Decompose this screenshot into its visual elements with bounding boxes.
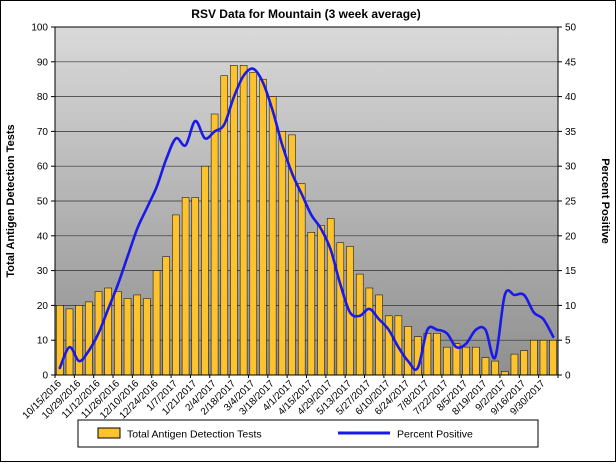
bar (191, 197, 199, 376)
y-right-tick-label: 25 (565, 197, 577, 208)
y-left-tick-label: 50 (37, 197, 49, 208)
y-right-tick-label: 30 (565, 162, 577, 173)
y-right-tick-label: 5 (565, 336, 571, 347)
bar (65, 308, 74, 376)
axis-tick-labels-group: 0 0 10 5 20 10 30 15 40 20 50 25 60 30 70 35 80 40 90 45 100… (31, 23, 576, 382)
bar (181, 197, 190, 376)
y-left-tick-label: 30 (37, 266, 49, 277)
y-left-tick-label: 100 (31, 23, 48, 34)
y-right-tick-label: 50 (565, 23, 577, 34)
legend-bar-swatch-icon (97, 427, 121, 439)
bar (355, 273, 364, 376)
bar (230, 65, 238, 376)
plot-area-border (54, 26, 559, 376)
bar (365, 287, 374, 376)
bar (143, 298, 151, 376)
bar (114, 291, 122, 376)
bar (549, 339, 557, 376)
bar (443, 346, 451, 376)
bar (481, 357, 490, 376)
bar (85, 301, 93, 376)
bar (201, 165, 209, 376)
bar (472, 346, 480, 376)
legend: Total Antigen Detection Tests Percent Po… (77, 419, 539, 448)
legend-line-label: Percent Positive (397, 429, 473, 441)
bar (520, 350, 528, 376)
bar (210, 113, 219, 376)
bar (501, 371, 509, 376)
y-left-tick-label: 40 (37, 231, 49, 242)
y-right-tick-label: 0 (565, 371, 571, 382)
y-left-tick-label: 70 (37, 127, 49, 138)
bar (259, 78, 267, 376)
bar (297, 183, 306, 376)
bar (375, 294, 383, 376)
bar (404, 326, 412, 376)
bar (133, 294, 141, 376)
y-right-tick-label: 40 (565, 92, 577, 103)
chart-title: RSV Data for Mountain (3 week average) (191, 7, 420, 21)
bar (510, 353, 519, 376)
legend-bar-label: Total Antigen Detection Tests (127, 429, 262, 441)
bar (307, 232, 316, 376)
y-right-tick-label: 20 (565, 231, 577, 242)
y-right-tick-label: 45 (565, 57, 577, 68)
bar (539, 339, 548, 376)
bar (491, 360, 499, 376)
bar (384, 315, 393, 376)
y-right-axis-title: Percent Positive (599, 158, 611, 244)
bar (152, 270, 161, 376)
bar (172, 214, 180, 376)
bar (268, 96, 277, 376)
y-left-tick-label: 60 (37, 162, 49, 173)
y-left-tick-label: 80 (37, 92, 49, 103)
bar (336, 242, 345, 376)
y-left-tick-label: 90 (37, 57, 49, 68)
bar (75, 305, 83, 376)
bar (317, 225, 325, 376)
bar (530, 339, 538, 376)
bar (433, 332, 441, 376)
y-left-tick-label: 0 (42, 371, 48, 382)
bar (249, 71, 258, 376)
bar (162, 256, 170, 376)
legend-box (77, 419, 539, 448)
bar (123, 298, 132, 376)
percent-positive-line (58, 67, 555, 371)
bar (278, 131, 287, 376)
y-right-tick-label: 15 (565, 266, 577, 277)
line-series-group (58, 67, 555, 371)
y-right-tick-label: 35 (565, 127, 577, 138)
y-right-tick-label: 10 (565, 301, 577, 312)
bar (239, 65, 248, 376)
bar (462, 346, 470, 376)
y-left-axis-title: Total Antigen Detection Tests (5, 124, 17, 277)
y-left-tick-label: 20 (37, 301, 49, 312)
y-left-tick-label: 10 (37, 336, 49, 347)
